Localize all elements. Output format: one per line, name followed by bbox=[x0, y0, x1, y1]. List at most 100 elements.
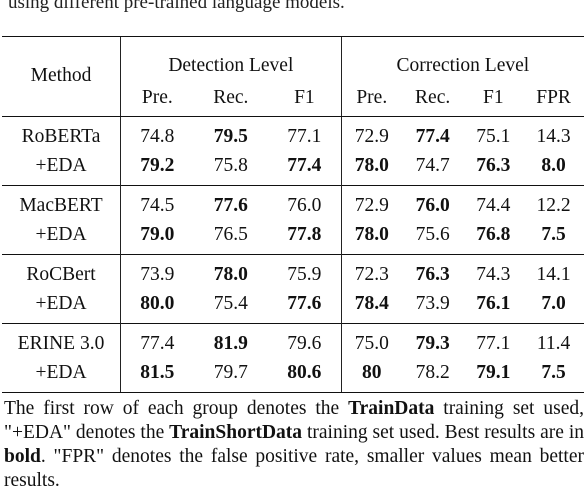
value-cell: 72.9 bbox=[340, 116, 402, 151]
value-cell: 77.4 bbox=[401, 116, 464, 151]
value-cell: 79.6 bbox=[268, 323, 342, 358]
method-cell: +EDA bbox=[35, 292, 87, 314]
value-cell: 77.8 bbox=[268, 220, 341, 255]
value-cell: 79.1 bbox=[463, 358, 524, 393]
best-value: 76.1 bbox=[476, 292, 511, 314]
method-header: Method bbox=[2, 36, 121, 117]
value-cell: 80 bbox=[340, 358, 402, 393]
value-cell: 78.0 bbox=[340, 151, 402, 186]
value-cell: 74.8 bbox=[119, 116, 194, 151]
table-row: MacBERT 74.5 77.6 76.0 72.9 76.0 74.4 12.2 bbox=[2, 185, 584, 220]
value-cell: 76.0 bbox=[268, 185, 342, 220]
method-cell: +EDA bbox=[35, 154, 87, 176]
best-value: 76.8 bbox=[476, 223, 511, 245]
value-cell: 7.0 bbox=[523, 289, 584, 324]
method-cell: MacBERT bbox=[2, 185, 121, 220]
value-cell: 78.0 bbox=[193, 254, 269, 289]
value-cell: 79.3 bbox=[401, 323, 464, 358]
footnote-text: training set used. Best results are in bbox=[302, 422, 584, 443]
footnote-text: The first row of each group denotes the bbox=[4, 398, 349, 419]
column-header: Pre. bbox=[340, 79, 402, 117]
value-cell: 78.2 bbox=[401, 358, 464, 393]
method-cell: RoCBert bbox=[2, 254, 121, 289]
value-cell: 14.1 bbox=[523, 254, 584, 289]
best-value: 80.0 bbox=[140, 292, 175, 314]
value-cell: 73.9 bbox=[119, 254, 194, 289]
correction-level-header: Correction Level bbox=[340, 36, 584, 79]
column-header: FPR bbox=[523, 79, 584, 117]
best-value: 81.5 bbox=[140, 361, 175, 383]
value-cell: 75.0 bbox=[340, 323, 402, 358]
table-footnote: The first row of each group denotes the … bbox=[4, 397, 584, 493]
value-cell: 77.1 bbox=[463, 323, 524, 358]
column-header: Rec. bbox=[401, 79, 464, 117]
value-cell: 74.4 bbox=[463, 185, 524, 220]
value-cell: 79.0 bbox=[119, 220, 194, 255]
footnote-bold-term: bold bbox=[4, 446, 41, 467]
value-cell: 75.8 bbox=[213, 154, 248, 176]
value-cell: 79.2 bbox=[119, 151, 194, 186]
table-row: RoCBert 73.9 78.0 75.9 72.3 76.3 74.3 14.1 bbox=[2, 254, 584, 289]
best-value: 76.3 bbox=[415, 263, 450, 285]
value-cell: 75.9 bbox=[268, 254, 342, 289]
footnote-bold-term: TrainData bbox=[348, 398, 435, 419]
value-cell: 7.5 bbox=[523, 220, 584, 255]
value-cell: 74.7 bbox=[415, 154, 450, 176]
table-group-header-row: Method Detection Level Correction Level bbox=[2, 36, 584, 117]
value-cell: 72.3 bbox=[340, 254, 402, 289]
best-value: 79.0 bbox=[140, 223, 175, 245]
table-body: RoBERTa 74.8 79.5 77.1 72.9 77.4 75.1 14.3 +EDA 7… bbox=[2, 116, 584, 393]
best-value: 76.3 bbox=[476, 154, 511, 176]
method-cell: RoBERTa bbox=[2, 116, 121, 151]
value-cell: 80.0 bbox=[119, 289, 194, 324]
method-cell: +EDA bbox=[2, 358, 121, 393]
footnote-bold-term: TrainShortData bbox=[169, 422, 303, 443]
value-cell: 81.5 bbox=[119, 358, 194, 393]
best-value: 78.4 bbox=[354, 292, 389, 314]
table-row: ERINE 3.0 77.4 81.9 79.6 75.0 79.3 77.1 11.4 bbox=[2, 323, 584, 358]
value-cell: 77.6 bbox=[193, 185, 269, 220]
footnote-text: training set used, "+EDA" denotes the bbox=[4, 398, 584, 443]
column-header: Rec. bbox=[193, 79, 269, 117]
table-column-header-row: Pre. Rec. F1 Pre. Rec. F1 FPR bbox=[2, 79, 584, 117]
value-cell: 79.7 bbox=[193, 358, 269, 393]
value-cell: 76.1 bbox=[463, 289, 523, 324]
value-cell: 77.4 bbox=[119, 323, 194, 358]
value-cell: 11.4 bbox=[523, 323, 584, 358]
value-cell: 76.3 bbox=[401, 254, 464, 289]
value-cell: 76.8 bbox=[463, 220, 523, 255]
column-header: Pre. bbox=[119, 79, 194, 117]
value-cell: 78.0 bbox=[340, 220, 402, 255]
best-value: 80 bbox=[362, 361, 382, 383]
value-cell: 80.6 bbox=[268, 358, 342, 393]
best-value: 7.5 bbox=[541, 223, 566, 245]
value-cell: 74.3 bbox=[463, 254, 524, 289]
best-value: 79.2 bbox=[140, 154, 175, 176]
best-value: 81.9 bbox=[213, 332, 248, 354]
best-value: 79.1 bbox=[476, 361, 511, 383]
best-value: 7.5 bbox=[541, 361, 566, 383]
value-cell: 76.5 bbox=[213, 223, 248, 245]
results-table: Method Detection Level Correction Level … bbox=[2, 36, 584, 393]
value-cell: 12.2 bbox=[523, 185, 584, 220]
best-value: 77.8 bbox=[287, 223, 322, 245]
best-value: 77.4 bbox=[415, 125, 450, 147]
value-cell: 79.5 bbox=[193, 116, 269, 151]
value-cell: 73.9 bbox=[415, 292, 450, 314]
best-value: 77.6 bbox=[213, 194, 248, 216]
best-value: 77.6 bbox=[287, 292, 322, 314]
footnote-text: . "FPR" denotes the false positive rate,… bbox=[4, 446, 584, 491]
best-value: 78.0 bbox=[213, 263, 248, 285]
value-cell: 75.4 bbox=[213, 292, 248, 314]
table-row: RoBERTa 74.8 79.5 77.1 72.9 77.4 75.1 14.3 bbox=[2, 116, 584, 151]
value-cell: 8.0 bbox=[523, 151, 584, 186]
best-value: 77.4 bbox=[287, 154, 322, 176]
column-header: F1 bbox=[463, 79, 524, 117]
best-value: 79.5 bbox=[213, 125, 248, 147]
best-value: 78.0 bbox=[354, 154, 389, 176]
value-cell: 75.1 bbox=[463, 116, 524, 151]
value-cell: 77.1 bbox=[268, 116, 342, 151]
method-cell: ERINE 3.0 bbox=[2, 323, 121, 358]
value-cell: 75.6 bbox=[415, 223, 450, 245]
table-row: +EDA 81.5 79.7 80.6 80 78.2 79.1 7.5 bbox=[2, 358, 584, 393]
